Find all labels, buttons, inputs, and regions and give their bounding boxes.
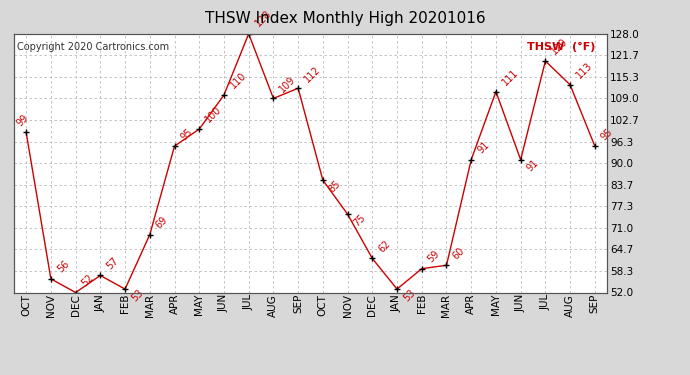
Text: 99: 99 bbox=[15, 112, 31, 128]
Text: 120: 120 bbox=[549, 37, 570, 57]
Text: THSW  (°F): THSW (°F) bbox=[527, 42, 595, 52]
Text: 113: 113 bbox=[574, 61, 594, 81]
Text: 95: 95 bbox=[179, 126, 195, 142]
Text: Copyright 2020 Cartronics.com: Copyright 2020 Cartronics.com bbox=[17, 42, 169, 51]
Text: 59: 59 bbox=[426, 249, 442, 264]
Text: 57: 57 bbox=[104, 255, 121, 271]
Text: 110: 110 bbox=[228, 71, 248, 91]
Text: 53: 53 bbox=[129, 287, 145, 303]
Text: 62: 62 bbox=[377, 238, 393, 254]
Text: 109: 109 bbox=[277, 74, 297, 94]
Text: 75: 75 bbox=[352, 212, 368, 228]
Text: 53: 53 bbox=[401, 287, 417, 303]
Text: 128: 128 bbox=[253, 8, 273, 28]
Text: 69: 69 bbox=[154, 215, 170, 231]
Text: 85: 85 bbox=[327, 178, 343, 194]
Text: 91: 91 bbox=[475, 140, 491, 156]
Text: THSW Index Monthly High 20201016: THSW Index Monthly High 20201016 bbox=[205, 11, 485, 26]
Text: 91: 91 bbox=[525, 158, 540, 174]
Text: 56: 56 bbox=[55, 259, 71, 275]
Text: 52: 52 bbox=[80, 272, 96, 288]
Text: 60: 60 bbox=[451, 245, 466, 261]
Text: 111: 111 bbox=[500, 68, 520, 87]
Text: 95: 95 bbox=[599, 126, 615, 142]
Text: 100: 100 bbox=[204, 105, 224, 125]
Text: 112: 112 bbox=[302, 64, 322, 84]
